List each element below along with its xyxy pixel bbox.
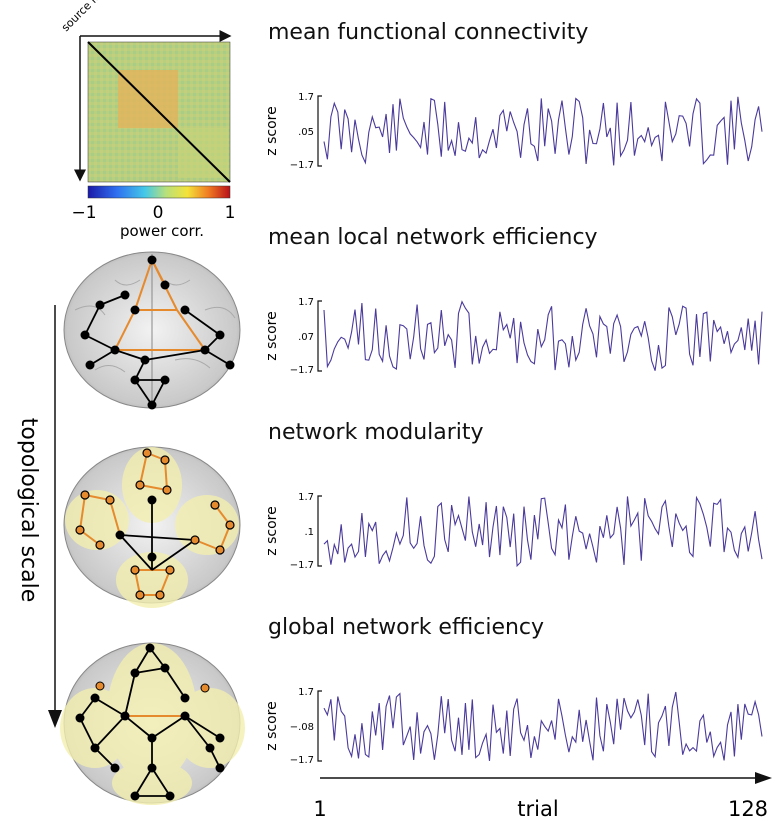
z-score-series (323, 691, 763, 761)
brain-global-efficiency (60, 642, 245, 805)
y-tick-label: −1.7 (290, 365, 314, 375)
y-axis-label: z score (264, 106, 280, 155)
matrix-diagonal (87, 41, 231, 183)
y-tick-label: .07 (298, 332, 314, 343)
z-score-series (323, 495, 763, 568)
brain-local-efficiency (63, 251, 241, 410)
brain-networks (60, 251, 245, 805)
y-axis-bracket (317, 95, 322, 167)
z-score-series (323, 300, 763, 371)
y-axis-label: z score (264, 701, 280, 750)
z-score-plot: z score 1.7 −.08 −1.7 (264, 687, 763, 765)
y-tick-label: −1.7 (290, 560, 314, 570)
trial-axis: 1 trial 128 (313, 772, 772, 821)
y-tick-label: −1.7 (290, 755, 314, 765)
y-axis-bracket (317, 690, 322, 762)
panel-title: mean local network efficiency (268, 225, 598, 250)
y-tick-label: 1.7 (298, 492, 314, 503)
brain-modularity (63, 446, 241, 608)
colorbar-tick-mid: 0 (153, 203, 164, 223)
z-score-plot: z score 1.7 .05 −1.7 (264, 92, 763, 170)
panel-title: network modularity (268, 420, 484, 445)
y-tick-label: −1.7 (290, 160, 314, 170)
colorbar-tick-min: −1 (71, 203, 96, 223)
y-tick-label: −.08 (290, 722, 314, 733)
trial-axis-end: 128 (728, 797, 768, 821)
y-tick-label: 1.7 (298, 687, 314, 698)
y-tick-label: 1.7 (298, 297, 314, 308)
trial-axis-start: 1 (313, 797, 326, 821)
z-score-plot: z score 1.7 .07 −1.7 (264, 297, 763, 375)
y-axis-bracket (317, 300, 322, 372)
y-tick-label: 1.7 (298, 92, 314, 103)
matrix-axis-label: source locations (59, 0, 132, 34)
y-axis-bracket (317, 495, 322, 567)
y-axis-label: z score (264, 311, 280, 360)
y-tick-label: .1 (304, 527, 314, 538)
matrix-block (118, 70, 178, 128)
colorbar (87, 185, 231, 199)
panel-title: mean functional connectivity (268, 20, 589, 45)
y-tick-label: .05 (298, 127, 314, 138)
topological-scale-axis: topological scale (16, 305, 62, 728)
colorbar-tick-max: 1 (225, 203, 236, 223)
y-axis-label: z score (264, 506, 280, 555)
z-score-plot: z score 1.7 .1 −1.7 (264, 492, 763, 570)
z-score-series (323, 96, 763, 166)
topological-scale-label: topological scale (16, 418, 41, 603)
trial-axis-label: trial (517, 797, 558, 821)
connectivity-matrix: −1 0 1 power corr. source locations (59, 0, 236, 240)
panel-title: global network efficiency (268, 615, 545, 640)
colorbar-label: power corr. (120, 222, 204, 240)
